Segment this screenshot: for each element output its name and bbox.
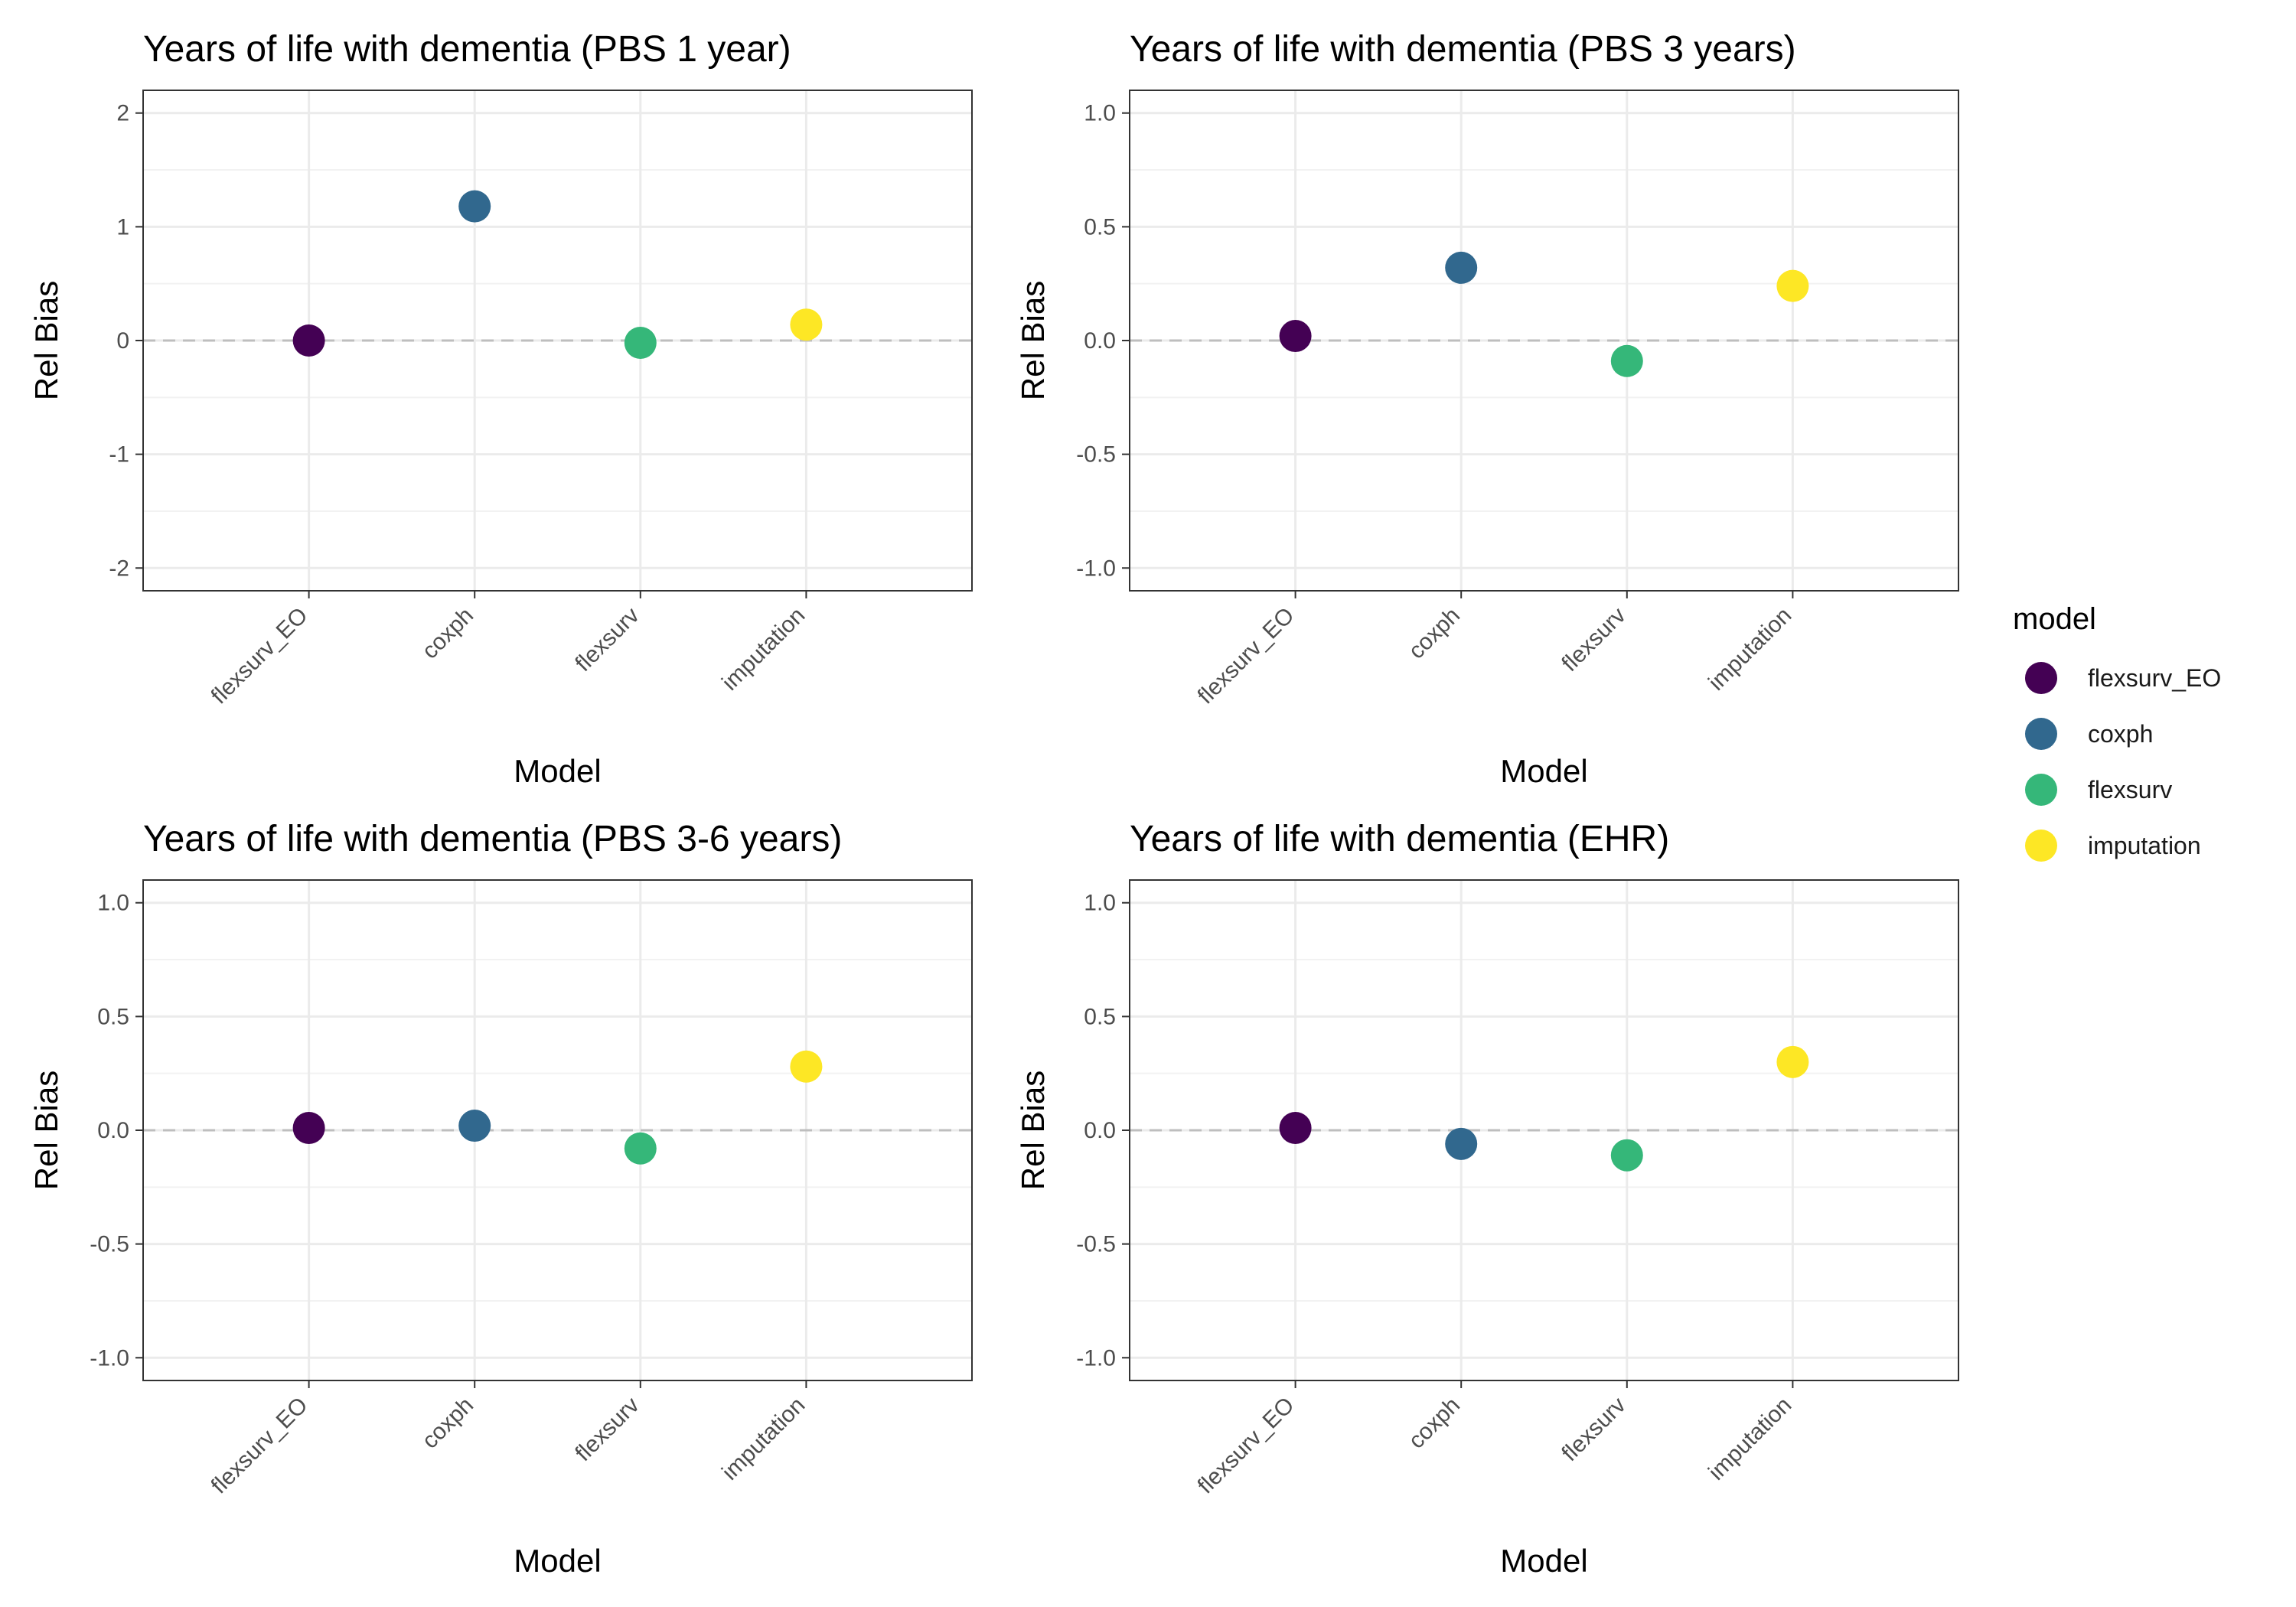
data-point-coxph: [1445, 1127, 1478, 1160]
y-tick-label: 0.0: [1084, 328, 1116, 354]
data-point-flexsurv_EO: [292, 324, 325, 357]
legend-label: imputation: [2088, 832, 2201, 859]
x-axis-title: Model: [1500, 1543, 1587, 1579]
y-tick-label: -1: [109, 442, 129, 468]
y-tick-label: -0.5: [1076, 442, 1116, 468]
chart-panel-3: Years of life with dementia (PBS 3-6 yea…: [28, 819, 973, 1579]
data-point-flexsurv_EO: [1279, 320, 1312, 353]
data-point-flexsurv_EO: [1279, 1112, 1312, 1145]
y-tick-label: -0.5: [90, 1232, 129, 1257]
data-point-imputation: [790, 308, 823, 341]
y-tick-label: 1.0: [1084, 891, 1116, 916]
legend-label: coxph: [2088, 720, 2153, 748]
data-point-coxph: [1445, 251, 1478, 284]
legend-key: [2025, 774, 2057, 806]
y-tick-label: 0.5: [1084, 1004, 1116, 1029]
x-axis-title: Model: [1500, 753, 1587, 789]
y-tick-label: -2: [109, 556, 129, 581]
y-axis-title: Rel Bias: [28, 1071, 64, 1190]
data-point-flexsurv: [624, 1132, 657, 1165]
x-axis-title: Model: [514, 1543, 601, 1579]
panel-title: Years of life with dementia (PBS 1 year): [143, 29, 791, 70]
y-tick-label: 0: [116, 328, 129, 354]
legend-item-flexsurv_EO: flexsurv_EO: [2025, 662, 2221, 694]
legend-label: flexsurv: [2088, 776, 2172, 804]
data-point-flexsurv_EO: [292, 1112, 325, 1145]
legend-key: [2025, 830, 2057, 862]
chart-panel-2: Years of life with dementia (PBS 3 years…: [1015, 29, 1959, 789]
plot-border: [142, 90, 973, 592]
chart-panels: Years of life with dementia (PBS 1 year)…: [28, 29, 1959, 1579]
data-point-flexsurv: [1610, 344, 1643, 377]
legend-key: [2025, 718, 2057, 750]
data-point-coxph: [458, 190, 491, 223]
data-point-imputation: [1776, 1045, 1809, 1078]
y-tick-label: -1.0: [90, 1345, 129, 1371]
data-point-flexsurv: [624, 326, 657, 359]
y-tick-label: 0.0: [97, 1118, 129, 1143]
legend-item-flexsurv: flexsurv: [2025, 774, 2172, 806]
legend-label: flexsurv_EO: [2088, 664, 2221, 692]
y-tick-label: 0.5: [1084, 214, 1116, 240]
x-axis-title: Model: [514, 753, 601, 789]
legend-key: [2025, 662, 2057, 694]
y-tick-label: 1: [116, 214, 129, 240]
plot-border: [1129, 879, 1959, 1381]
y-tick-label: 2: [116, 101, 129, 126]
data-point-imputation: [790, 1050, 823, 1083]
y-tick-label: 1.0: [97, 891, 129, 916]
y-tick-label: -0.5: [1076, 1232, 1116, 1257]
legend-item-coxph: coxph: [2025, 718, 2153, 750]
data-point-imputation: [1776, 269, 1809, 302]
plot-border: [1129, 90, 1959, 592]
panel-title: Years of life with dementia (PBS 3 years…: [1130, 29, 1796, 70]
y-tick-label: 0.5: [97, 1004, 129, 1029]
y-axis-title: Rel Bias: [1015, 1071, 1051, 1190]
y-tick-label: -1.0: [1076, 556, 1116, 581]
panel-title: Years of life with dementia (PBS 3-6 yea…: [143, 819, 842, 859]
panel-title: Years of life with dementia (EHR): [1130, 819, 1669, 859]
legend-item-imputation: imputation: [2025, 830, 2201, 862]
legend-title: model: [2013, 602, 2096, 636]
data-point-coxph: [458, 1110, 491, 1143]
plot-border: [142, 879, 973, 1381]
data-point-flexsurv: [1610, 1139, 1643, 1172]
y-axis-title: Rel Bias: [28, 281, 64, 400]
y-axis-title: Rel Bias: [1015, 281, 1051, 400]
y-tick-label: 0.0: [1084, 1118, 1116, 1143]
y-tick-label: 1.0: [1084, 101, 1116, 126]
y-tick-label: -1.0: [1076, 1345, 1116, 1371]
chart-panel-1: Years of life with dementia (PBS 1 year)…: [28, 29, 973, 789]
